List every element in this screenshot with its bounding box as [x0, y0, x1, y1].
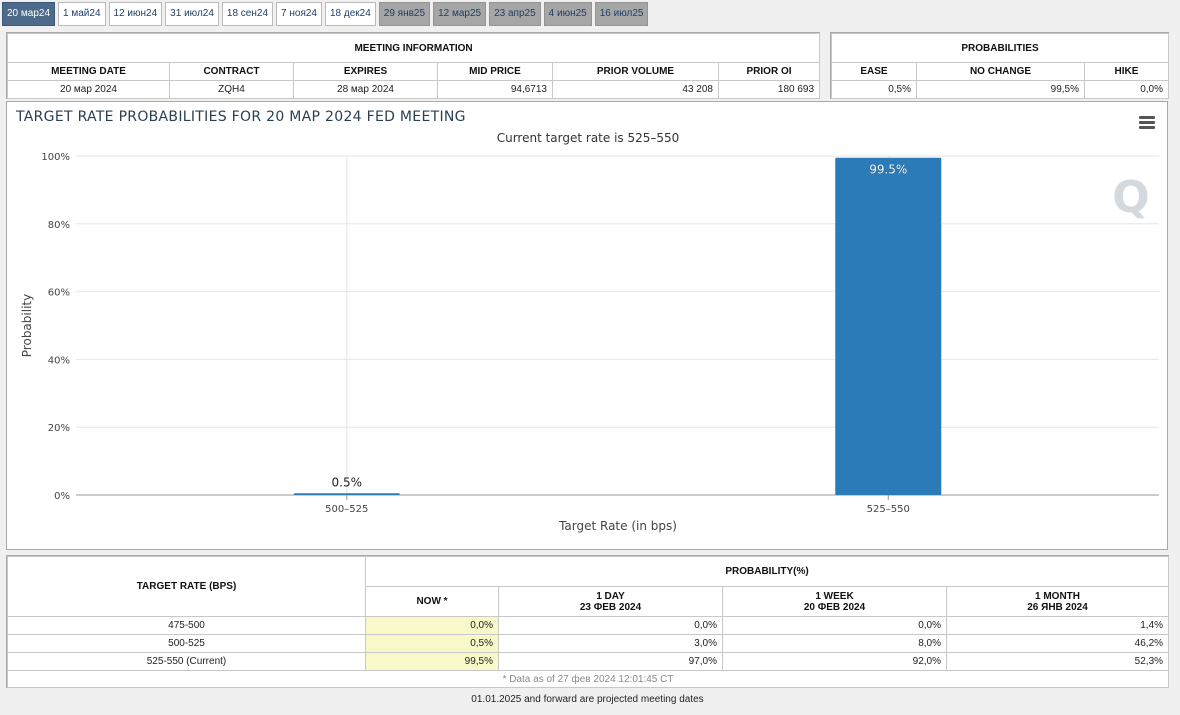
probability-period-header: 1 MONTH 26 ЯНВ 2024	[945, 586, 1170, 617]
bar-data-label: 0.5%	[332, 475, 363, 489]
target-rate-header: TARGET RATE (BPS)	[7, 556, 366, 617]
y-tick-label: 100%	[41, 152, 70, 163]
chart-canvas: TARGET RATE PROBABILITIES FOR 20 МАР 202…	[15, 109, 1159, 533]
meeting-information-table: MEETING INFORMATION MEETING DATE CONTRACT…	[6, 33, 821, 99]
bar	[835, 157, 942, 495]
table-row: 475-500 0,0% 0,0% 0,0% 1,4%	[7, 616, 1170, 635]
meeting-tab[interactable]: 18 сен24	[221, 2, 274, 26]
chart-subtitle: Current target rate is 525–550	[497, 131, 680, 145]
meeting-tab[interactable]: 29 янв25	[378, 2, 431, 26]
probability-period-header: NOW *	[365, 586, 499, 617]
data-as-of-note: * Data as of 27 фев 2024 12:01:45 CT	[6, 670, 1170, 688]
probability-cell: 46,2%	[945, 634, 1170, 653]
period-label: 1 WEEK	[815, 590, 854, 602]
meeting-tab[interactable]: 1 май24	[58, 2, 106, 26]
meeting-value: 20 мар 2024	[7, 80, 170, 99]
probability-column-header: NO CHANGE	[916, 62, 1085, 81]
meeting-tab[interactable]: 12 мар25	[433, 2, 487, 26]
chart-title: TARGET RATE PROBABILITIES FOR 20 МАР 202…	[15, 109, 466, 125]
bar	[293, 493, 400, 495]
y-tick-label: 60%	[48, 288, 70, 299]
target-rate-cell: 475-500	[7, 616, 366, 635]
period-label: NOW *	[416, 596, 448, 607]
meeting-tab[interactable]: 20 мар24	[2, 2, 56, 26]
probability-cell: 0,0%	[722, 616, 947, 635]
target-rate-chart: TARGET RATE PROBABILITIES FOR 20 МАР 202…	[6, 101, 1168, 550]
x-tick-label: 500–525	[325, 504, 368, 515]
chart-menu-icon[interactable]	[1139, 116, 1155, 130]
meeting-tab[interactable]: 31 июл24	[165, 2, 219, 26]
meeting-column-header: EXPIRES	[293, 62, 438, 81]
now-probability-cell: 0,0%	[365, 616, 499, 635]
now-probability-cell: 0,5%	[365, 634, 499, 653]
meeting-information-heading: MEETING INFORMATION	[6, 33, 821, 63]
meeting-tab[interactable]: 23 апр25	[489, 2, 541, 26]
meeting-value: 28 мар 2024	[293, 80, 438, 99]
meeting-column-header: CONTRACT	[169, 62, 294, 81]
meeting-information-panel: MEETING INFORMATION MEETING DATE CONTRACT…	[6, 32, 821, 99]
probability-cell: 0,0%	[498, 616, 723, 635]
period-date: 23 ФЕВ 2024	[579, 601, 642, 613]
y-tick-label: 0%	[54, 491, 70, 502]
meeting-tab[interactable]: 4 июн25	[543, 2, 592, 26]
probability-column-header: EASE	[831, 62, 917, 81]
period-date: 20 ФЕВ 2024	[803, 601, 866, 613]
meeting-tab[interactable]: 18 дек24	[324, 2, 376, 26]
meeting-value: 43 208	[552, 80, 719, 99]
probability-column-header: HIKE	[1083, 62, 1170, 81]
probabilities-panel: PROBABILITIES EASE NO CHANGE HIKE 0,5% 99,5…	[830, 32, 1170, 99]
meeting-tab[interactable]: 12 июн24	[108, 2, 163, 26]
probabilities-table: PROBABILITIES EASE NO CHANGE HIKE 0,5% 99,5…	[830, 33, 1170, 99]
probability-cell: 3,0%	[498, 634, 723, 653]
period-label: 1 DAY	[596, 590, 625, 602]
projected-dates-footnote: 01.01.2025 and forward are projected mee…	[471, 694, 704, 705]
table-row: 525-550 (Current) 99,5% 97,0% 92,0% 52,3%	[7, 652, 1170, 671]
probability-period-header: 1 DAY 23 ФЕВ 2024	[498, 586, 723, 617]
probability-header: PROBABILITY(%)	[364, 556, 1170, 587]
probability-value: 99,5%	[916, 80, 1085, 99]
probability-cell: 8,0%	[722, 634, 947, 653]
target-rate-cell: 500-525	[7, 634, 366, 653]
probabilities-heading: PROBABILITIES	[830, 33, 1170, 63]
probability-cell: 97,0%	[498, 652, 723, 671]
meeting-column-header: MEETING DATE	[7, 62, 170, 81]
meeting-date-tabs: 20 мар24 1 май24 12 июн24 31 июл24 18 сен24 7…	[2, 2, 649, 27]
y-tick-label: 40%	[48, 355, 70, 366]
probability-cell: 52,3%	[945, 652, 1170, 671]
now-probability-cell: 99,5%	[365, 652, 499, 671]
probability-value: 0,0%	[1083, 80, 1170, 99]
period-date: 26 ЯНВ 2024	[1027, 601, 1088, 613]
meeting-tab[interactable]: 16 июл25	[594, 2, 649, 26]
probability-history-panel: TARGET RATE (BPS) PROBABILITY(%) NOW * 1 …	[6, 555, 1170, 688]
meeting-tab[interactable]: 7 ноя24	[276, 2, 322, 26]
probability-history-table: TARGET RATE (BPS) PROBABILITY(%) NOW * 1 …	[6, 556, 1170, 688]
meeting-value: 180 693	[717, 80, 821, 99]
cme-watermark-logo: Q	[1112, 172, 1149, 223]
x-tick-label: 525–550	[867, 504, 910, 515]
probability-period-header: 1 WEEK 20 ФЕВ 2024	[722, 586, 947, 617]
bar-data-label: 99.5%	[869, 163, 907, 177]
probability-cell: 1,4%	[945, 616, 1170, 635]
period-label: 1 MONTH	[1035, 590, 1081, 602]
y-tick-label: 80%	[48, 220, 70, 231]
x-axis-label: Target Rate (in bps)	[558, 519, 677, 533]
probability-cell: 92,0%	[722, 652, 947, 671]
y-tick-label: 20%	[48, 423, 70, 434]
probability-value: 0,5%	[831, 80, 917, 99]
meeting-value: ZQH4	[169, 80, 294, 99]
meeting-column-header: MID PRICE	[437, 62, 553, 81]
meeting-column-header: PRIOR OI	[717, 62, 821, 81]
target-rate-cell: 525-550 (Current)	[7, 652, 366, 671]
table-row: 500-525 0,5% 3,0% 8,0% 46,2%	[7, 634, 1170, 653]
meeting-column-header: PRIOR VOLUME	[552, 62, 719, 81]
y-axis-label: Probability	[20, 294, 34, 357]
meeting-value: 94,6713	[437, 80, 553, 99]
